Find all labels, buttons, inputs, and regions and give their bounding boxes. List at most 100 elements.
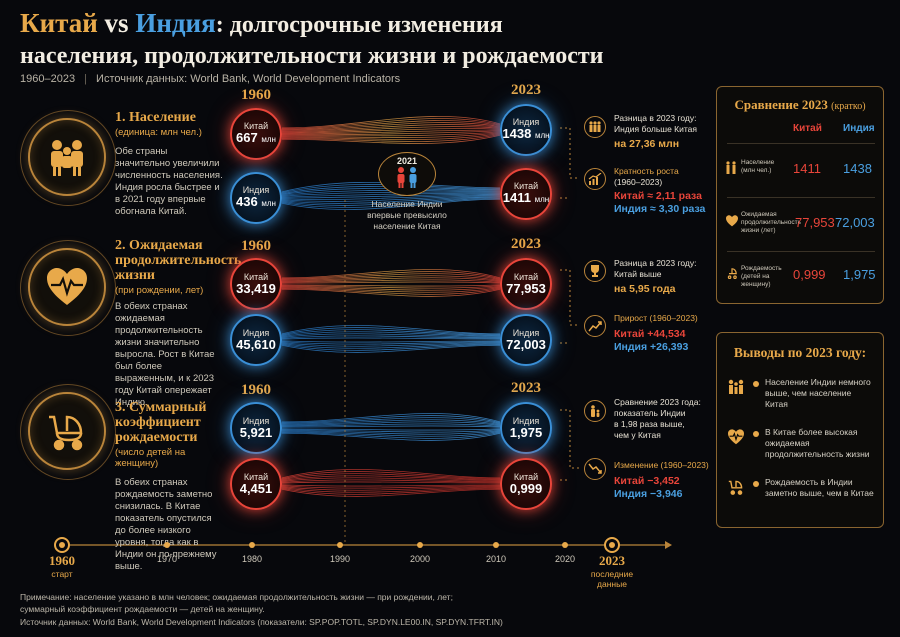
info-population-growth: Кратность роста (1960–2023) Китай ≈ 2,11… [614,166,724,215]
flow-line [281,337,501,340]
trophy-icon [591,265,599,277]
flow-line [281,129,501,135]
bubble-india-2023-fertility: Индия 1,975 [500,402,552,454]
info-china-value: Китай +44,534 [614,328,686,340]
flow-line [281,484,501,487]
callout-2021-text: Население Индии впервые превысило населе… [367,199,447,231]
flow-line [281,481,501,484]
flow-line [281,130,501,136]
timeline-year-label: 1970 [156,554,178,564]
info-line: Прирост (1960–2023) [614,313,698,323]
bubble-label: Индия [242,416,270,426]
flow-line [281,287,501,295]
bubble-china-2023-population: Китай 1411 млн [500,168,552,220]
flow-line [281,197,501,206]
trend-up-icon-wrap [584,315,606,337]
bubble-label: Индия [512,416,540,426]
people-icon [589,121,601,132]
compare-title: Сравнение 2023 (кратко) [717,97,883,113]
flow-line [281,333,501,338]
info-highlight: на 5,95 года [614,283,676,295]
flow-line [281,269,501,279]
info-line: (1960–2023) [614,177,663,187]
flow-line [281,279,501,283]
bubble-label: Индия [242,185,270,195]
people-icon [726,161,736,174]
row-label: Рождаемость [741,265,782,272]
callout-2021-badge: 2021 [378,152,436,196]
flow-line [281,277,501,282]
info-line: Сравнение 2023 года: [614,397,701,407]
callout-year: 2021 [396,156,418,166]
info-china-value: Китай ≈ 2,11 раза [614,190,702,202]
info-line: в 1,98 раза выше, [614,419,685,429]
compare-title-text: Сравнение 2023 [734,97,828,112]
bubble-label: Индия [512,328,540,338]
row-india-value: 1438 [843,161,872,176]
flow-line [281,192,501,198]
flow-line [281,485,501,489]
bubble-value: 436 [236,194,258,209]
people-icon [728,379,744,394]
unit-label: млн [261,199,276,208]
info-population-diff: Разница в 2023 году: Индия больше Китая … [614,113,724,150]
flow-line [281,343,501,351]
timeline-tick [164,542,170,548]
flow-line [281,124,501,132]
conclusion-text: Население Индии немного выше, чем населе… [765,377,871,409]
flow-line [281,417,501,425]
bubble-label: Китай [513,472,539,482]
row-label: Население [741,159,775,166]
bubble-label: Китай [243,272,269,282]
heart-pulse-icon [726,215,738,227]
bubble-china-1960-life: Китай 33,419 [230,258,282,310]
bubble-india-1960-fertility: Индия 5,921 [230,402,282,454]
info-line: Кратность роста [614,166,679,176]
info-life-growth: Прирост (1960–2023) Китай +44,534 Индия … [614,313,724,353]
flow-line [281,342,501,347]
row-china-value: 0,999 [793,267,826,282]
year-1960: 1960 [241,382,271,398]
flow-line [281,284,501,287]
year-2023: 2023 [511,380,541,396]
flow-line [281,431,501,437]
flow-line [281,471,501,480]
header-source: Источник данных: World Bank, World Devel… [96,73,401,85]
flow-line [281,487,501,493]
bubble-value: 77,953 [506,281,546,296]
timeline-year-label: 2020 [554,554,576,564]
timeline-year-label: 2000 [409,554,431,564]
period-source: 1960–2023 | Источник данных: World Bank,… [20,73,400,85]
year-2023: 2023 [511,236,541,252]
page-title: Китай vs Индия: долгосрочные изменения [20,8,503,39]
info-line: Индия больше Китая [614,124,698,134]
timeline-tick [337,542,343,548]
col-india: Индия [843,123,875,134]
people-pair-icon [397,167,417,188]
section-text: В обеих странах рождаемость заметно сниз… [115,477,217,572]
row-india-value: 72,003 [835,215,875,230]
info-fertility-compare: Сравнение 2023 года: показатель Индии в … [614,397,724,441]
bubble-label: Индия [242,328,270,338]
section-life: 2. Ожидаемая продолжительность жизни (пр… [115,238,241,409]
row-india-value: 1,975 [843,267,876,282]
row-unit: (млн чел.) [741,167,772,174]
compare-row: Население (млн чел.) 1411 1438 [725,157,875,193]
flow-line [281,126,501,133]
flow-line [281,118,501,130]
flow-line [281,194,501,200]
people-icon-wrap [584,116,606,138]
unit-label: млн [534,131,550,140]
flow-line [281,432,501,441]
bubble-label: Китай [243,121,269,131]
bubble-label: Китай [513,272,539,282]
bubble-value: 1,975 [509,425,543,440]
flow-line [281,275,501,281]
flow-line [281,340,501,343]
baby-stroller-icon [727,268,737,279]
bubble-china-1960-fertility: Китай 4,451 [230,458,282,510]
flow-line [281,132,501,139]
compare-row: Рождаемость (детей на женщину) 0,999 1,9… [725,263,876,299]
life-icon-ring [20,240,116,336]
